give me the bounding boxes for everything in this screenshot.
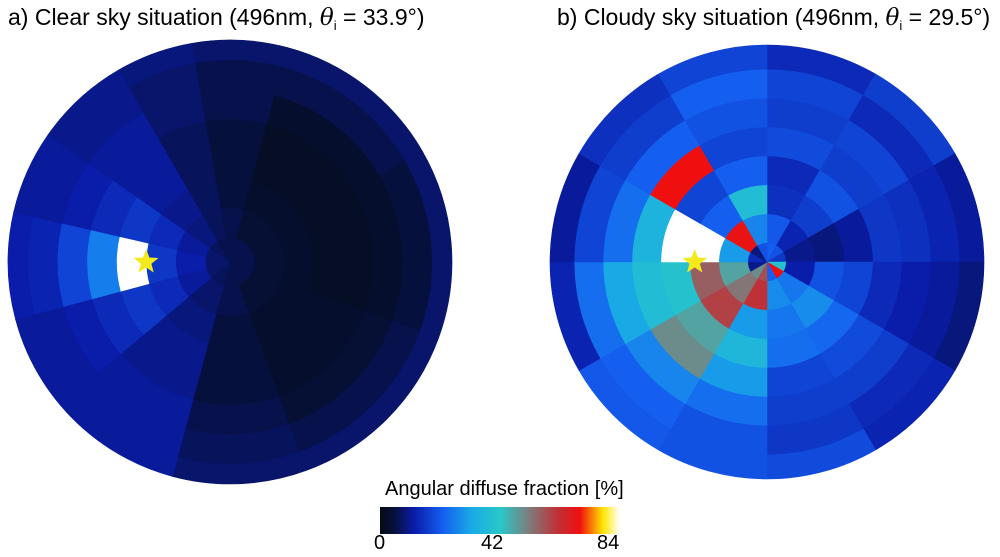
sun-position-star-icon: [133, 249, 159, 273]
panel-a-title-prefix: a) Clear sky situation (496nm,: [8, 4, 320, 30]
panel-b-theta-subscript: i: [899, 18, 903, 33]
sky-cell-s11-r7: [658, 44, 768, 96]
panel-b-title: b) Cloudy sky situation (496nm, θi = 29.…: [557, 4, 990, 33]
panel-b-theta-symbol: θ: [885, 5, 900, 31]
panel-a-theta-subscript: i: [333, 18, 337, 33]
panel-a-theta-symbol: θ: [319, 5, 334, 31]
sky-cell-s10-r7: [118, 43, 196, 88]
panel-a-title-suffix: = 33.9°): [336, 4, 425, 30]
sun-position-star-icon: [682, 249, 708, 273]
panel-b-title-suffix: = 29.5°): [902, 4, 991, 30]
colorbar: [380, 507, 620, 534]
panel-b-title-prefix: b) Cloudy sky situation (496nm,: [557, 4, 886, 30]
colorbar-tick-max: 84: [597, 532, 620, 554]
colorbar-tick-mid: 42: [481, 532, 504, 554]
colorbar-label: Angular diffuse fraction [%]: [385, 478, 624, 500]
colorbar-tick-min: 0: [374, 532, 386, 554]
panel-a-title: a) Clear sky situation (496nm, θi = 33.9…: [8, 4, 425, 33]
